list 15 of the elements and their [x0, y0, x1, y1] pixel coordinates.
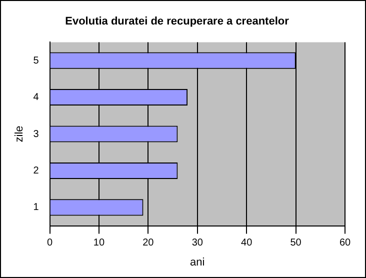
x-tick-label: 50 — [290, 238, 302, 249]
x-tick-label: 60 — [339, 238, 351, 249]
y-tick-label: 4 — [33, 92, 40, 104]
x-tick-label: 10 — [93, 238, 105, 249]
y-tick-label: 2 — [33, 165, 40, 176]
x-tick-label: 20 — [142, 238, 154, 249]
y-tick-label: 1 — [33, 202, 40, 214]
y-tick-label: 3 — [33, 128, 40, 140]
x-axis-title: ani — [190, 256, 205, 268]
y-tick-label: 5 — [33, 55, 40, 66]
x-tick-label: 30 — [192, 238, 204, 249]
y-axis-title: zile — [14, 126, 26, 142]
chart-title: Evolutia duratei de recuperare a creantelor — [65, 16, 290, 28]
x-tick-label: 40 — [241, 238, 253, 249]
x-tick-label: 0 — [46, 238, 53, 249]
